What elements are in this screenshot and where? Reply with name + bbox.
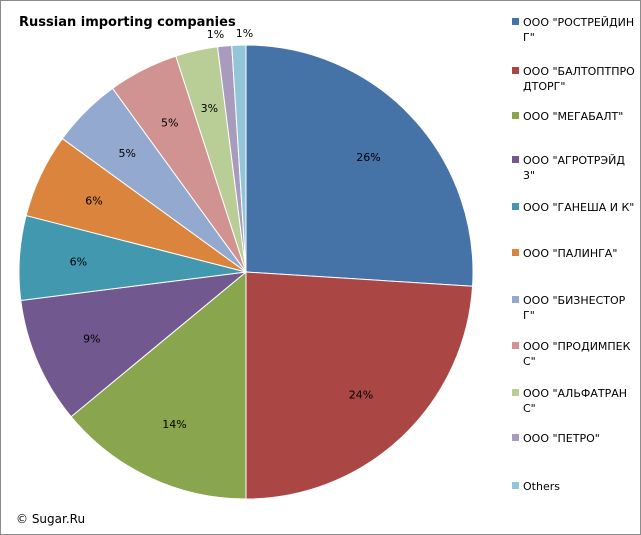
legend-label: Others — [523, 480, 560, 493]
pie-slice-3 — [70, 270, 247, 500]
copyright-text: © Sugar.Ru — [16, 512, 86, 526]
slice-label-6: 6% — [85, 195, 102, 208]
legend-swatch — [512, 18, 519, 25]
legend-swatch — [512, 389, 519, 396]
legend-swatch — [512, 482, 519, 489]
pie-slice-2 — [245, 271, 474, 500]
legend-label: ООО "БИЗНЕСТОРГ" — [523, 294, 626, 322]
legend-label: ООО "ПЕТРО" — [523, 432, 600, 445]
slice-label-2: 24% — [349, 389, 373, 402]
slice-label-5: 6% — [70, 256, 87, 269]
pie-slice-1 — [245, 44, 474, 287]
legend-swatch — [512, 203, 519, 210]
legend-label: ООО "АГРОТРЭЙД 3" — [523, 154, 625, 182]
slice-label-8: 5% — [161, 116, 178, 129]
chart-legend: ООО "РОСТРЕЙДИНГ" ООО "БАЛТОПТПРОДТОРГ" ОО… — [512, 0, 640, 533]
slice-label-3: 14% — [162, 418, 186, 431]
slice-label-10: 1% — [207, 28, 224, 41]
slice-label-1: 26% — [356, 151, 380, 164]
legend-label: ООО "ПРОДИМПЕКС" — [523, 340, 631, 368]
slice-label-9: 3% — [201, 102, 218, 115]
legend-label: ООО "РОСТРЕЙДИНГ" — [523, 16, 635, 44]
legend-swatch — [512, 67, 519, 74]
chart-title: Russian importing companies — [19, 15, 236, 30]
legend-swatch — [512, 434, 519, 441]
legend-swatch — [512, 156, 519, 163]
legend-label: ООО "БАЛТОПТПРОДТОРГ" — [523, 65, 635, 93]
legend-swatch — [512, 342, 519, 349]
legend-label: ООО "МЕГАБАЛТ" — [523, 110, 624, 123]
legend-swatch — [512, 112, 519, 119]
pie-slice-11 — [231, 44, 247, 273]
legend-label: ООО "ГАНЕША И К" — [523, 201, 635, 214]
legend-label: ООО "АЛЬФАТРАНС" — [523, 387, 628, 415]
slice-label-7: 5% — [118, 147, 135, 160]
slice-label-4: 9% — [83, 333, 100, 346]
pie-slice-4 — [20, 271, 248, 418]
legend-label: ООО "ПАЛИНГА" — [523, 247, 618, 260]
legend-swatch — [512, 296, 519, 303]
legend-swatch — [512, 249, 519, 256]
slice-label-11: 1% — [236, 27, 253, 40]
